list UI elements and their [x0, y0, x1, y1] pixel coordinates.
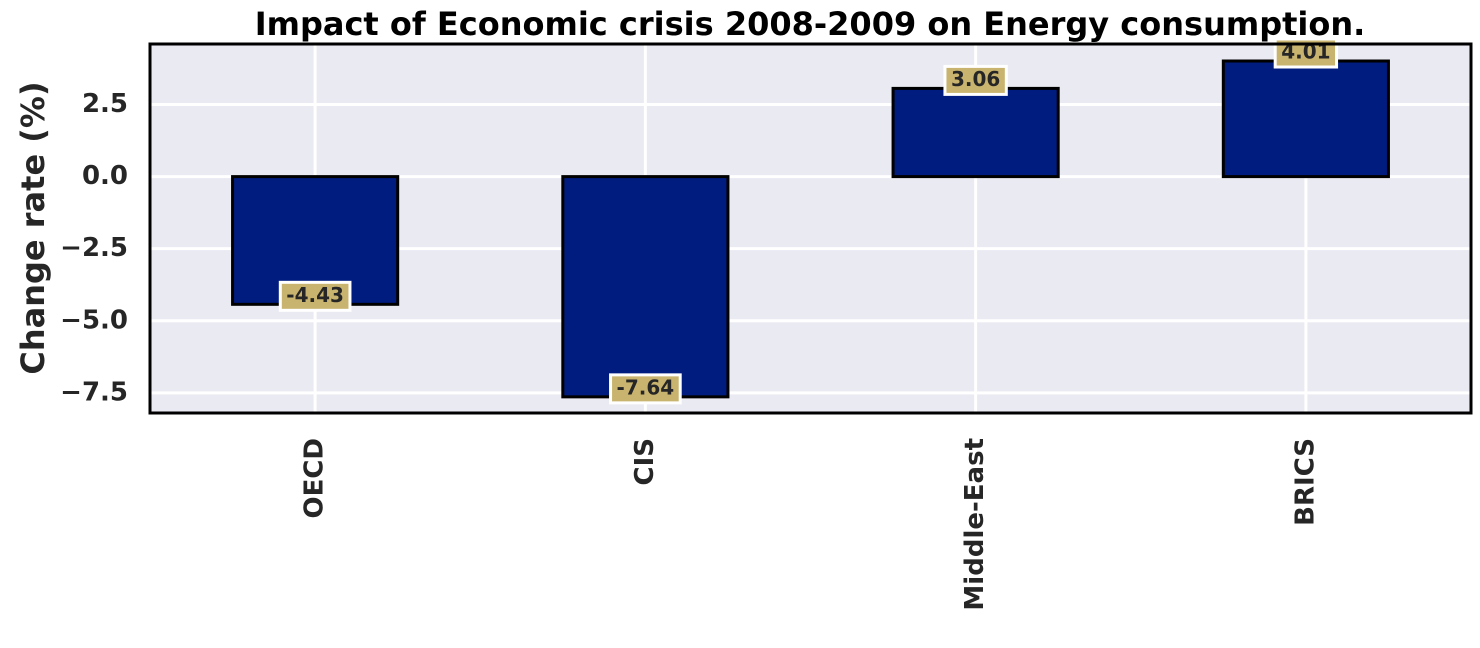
- x-tick-label: Middle-East: [960, 438, 990, 611]
- data-label: -4.43: [278, 280, 352, 312]
- data-label-text: 3.06: [951, 67, 1000, 91]
- data-label-text: -7.64: [617, 375, 675, 399]
- data-label: -7.64: [609, 373, 682, 405]
- y-axis-label: Change rate (%): [14, 81, 52, 374]
- x-axis-ticks: OECD CIS Middle-East BRICS: [300, 438, 1321, 611]
- data-label-text: -4.43: [286, 283, 344, 307]
- y-tick-label: −7.5: [60, 377, 128, 407]
- bar-middle-east: [891, 86, 1060, 179]
- y-tick-label: −2.5: [60, 233, 128, 263]
- y-axis-ticks: 2.5 0.0 −2.5 −5.0 −7.5: [60, 89, 128, 407]
- data-label-box: [609, 373, 682, 405]
- y-tick-label: 0.0: [82, 161, 128, 191]
- x-tick-label: OECD: [300, 438, 330, 519]
- data-label-box: [943, 64, 1008, 96]
- data-labels: -4.43-7.643.064.01: [278, 37, 1339, 405]
- x-tick-label: CIS: [630, 438, 660, 485]
- plot-frame: [148, 42, 1473, 415]
- data-label: 3.06: [943, 64, 1008, 96]
- y-tick-label: −5.0: [60, 305, 128, 335]
- data-label-box: [278, 280, 352, 312]
- chart-title: Impact of Economic crisis 2008-2009 on E…: [255, 5, 1366, 43]
- y-tick-label: 2.5: [82, 89, 128, 119]
- bar-cis: [561, 175, 730, 399]
- bar-brics: [1221, 59, 1390, 179]
- x-tick-label: BRICS: [1290, 438, 1320, 526]
